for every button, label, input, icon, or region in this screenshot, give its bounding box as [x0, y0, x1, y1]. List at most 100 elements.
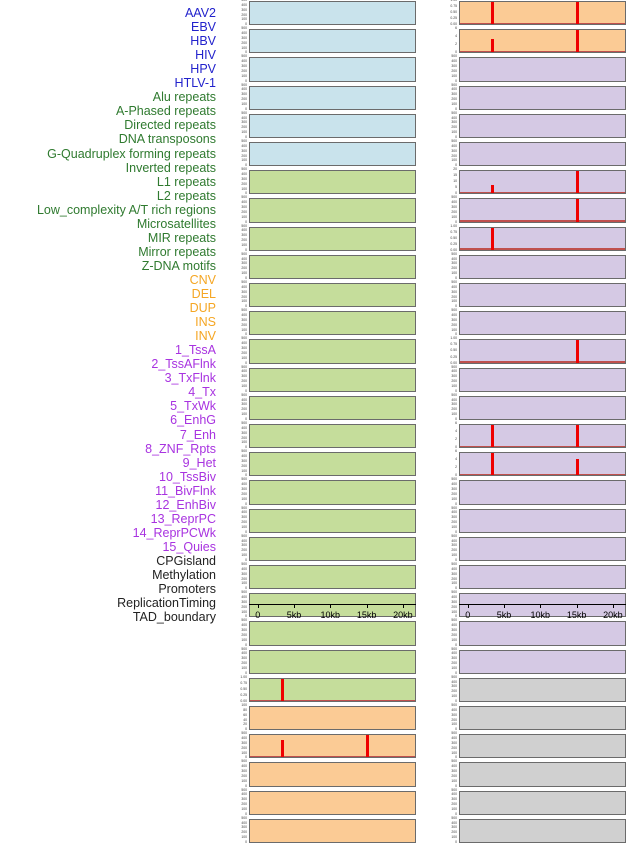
track-peak-bar[interactable] — [280, 678, 284, 701]
track-row[interactable]: 1.00 0.75 0.50 0.25 0.00 — [436, 336, 626, 366]
track-peak-bar[interactable] — [490, 453, 494, 476]
track-row[interactable]: 500 400 300 200 100 0 — [436, 111, 626, 141]
track-row[interactable]: 500 400 300 200 100 0 — [226, 534, 416, 564]
track-plot-box[interactable] — [249, 226, 416, 251]
track-row[interactable]: 500 400 300 200 100 0 — [226, 26, 416, 56]
track-peak-bar[interactable] — [490, 2, 494, 25]
track-row[interactable]: 500 400 300 200 100 0 — [436, 534, 626, 564]
track-plot-box[interactable] — [249, 283, 416, 308]
track-plot-box[interactable] — [459, 142, 626, 167]
track-row[interactable]: 500 400 300 200 100 0 — [226, 308, 416, 338]
track-plot-box[interactable] — [249, 790, 416, 815]
track-plot-box[interactable] — [249, 480, 416, 505]
track-plot-box[interactable] — [249, 452, 416, 477]
track-plot-box[interactable] — [249, 536, 416, 561]
track-row[interactable]: 500 400 300 200 100 0 — [436, 731, 626, 761]
track-row[interactable]: 20 15 10 5 0 — [436, 167, 626, 197]
track-row[interactable]: 500 400 300 200 100 0 — [436, 54, 626, 84]
track-plot-box[interactable] — [459, 790, 626, 815]
track-row[interactable]: 500 400 300 200 100 0 — [226, 167, 416, 197]
track-row[interactable]: 500 400 300 200 100 0 — [226, 252, 416, 282]
track-peak-bar[interactable] — [576, 459, 580, 476]
track-row[interactable]: 500 400 300 200 100 0 — [226, 111, 416, 141]
track-row[interactable]: 500 400 300 200 100 0 — [436, 139, 626, 169]
track-peak-bar[interactable] — [576, 425, 580, 448]
track-row[interactable]: 500 400 300 200 100 0 — [436, 393, 626, 423]
right-track-panel[interactable]: 1.00 0.75 0.50 0.25 0.00 6 4 2 0 500 400 300 200 100 0… — [436, 0, 626, 844]
track-plot-box[interactable] — [249, 254, 416, 279]
track-row[interactable]: 500 400 300 200 100 0 — [436, 562, 626, 592]
track-row[interactable]: 500 400 300 200 100 0 — [226, 506, 416, 536]
track-row[interactable]: 500 400 300 200 100 0 — [226, 759, 416, 789]
track-row[interactable]: 500 400 300 200 100 0 — [436, 83, 626, 113]
track-plot-box[interactable] — [459, 536, 626, 561]
track-plot-box[interactable] — [459, 424, 626, 449]
track-row[interactable]: 1.00 0.75 0.50 0.25 0.00 — [436, 224, 626, 254]
track-plot-box[interactable] — [459, 734, 626, 759]
track-row[interactable]: 500 400 300 200 100 0 — [436, 506, 626, 536]
track-peak-bar[interactable] — [576, 199, 580, 222]
track-peak-bar[interactable] — [490, 184, 494, 194]
track-plot-box[interactable] — [459, 452, 626, 477]
track-row[interactable]: 500 400 300 200 100 0 — [226, 365, 416, 395]
track-plot-box[interactable] — [249, 818, 416, 843]
track-plot-box[interactable] — [459, 254, 626, 279]
track-peak-bar[interactable] — [366, 735, 370, 758]
track-plot-box[interactable] — [459, 818, 626, 843]
track-row[interactable]: 500 400 300 200 100 0 — [226, 788, 416, 818]
track-plot-box[interactable] — [249, 593, 416, 618]
track-row[interactable]: 6 4 2 0 — [436, 26, 626, 56]
track-row[interactable]: 500 400 300 200 100 0 — [226, 0, 416, 28]
track-plot-box[interactable] — [459, 85, 626, 110]
track-row[interactable]: 500 400 300 200 100 0 — [436, 365, 626, 395]
track-row[interactable]: 500 400 300 200 100 0 — [226, 83, 416, 113]
track-row[interactable]: 1.00 0.75 0.50 0.25 0.00 — [436, 0, 626, 28]
track-plot-box[interactable] — [249, 367, 416, 392]
track-plot-box[interactable] — [459, 706, 626, 731]
track-plot-box[interactable] — [249, 508, 416, 533]
track-plot-box[interactable] — [459, 29, 626, 54]
track-peak-bar[interactable] — [490, 227, 494, 250]
track-row[interactable]: 6 4 2 0 — [436, 421, 626, 451]
track-row[interactable]: 500 400 300 200 100 0 — [226, 816, 416, 846]
track-row[interactable]: 500 400 300 200 100 0 — [436, 252, 626, 282]
track-row[interactable]: 500 400 300 200 100 0 — [436, 759, 626, 789]
track-row[interactable]: 500 400 300 200 100 0 — [226, 393, 416, 423]
track-plot-box[interactable] — [459, 198, 626, 223]
track-plot-box[interactable] — [249, 706, 416, 731]
track-row[interactable]: 500 400 300 200 100 0 — [436, 477, 626, 507]
track-peak-bar[interactable] — [576, 30, 580, 53]
track-plot-box[interactable] — [249, 339, 416, 364]
track-plot-box[interactable] — [459, 395, 626, 420]
track-peak-bar[interactable] — [576, 171, 580, 194]
track-plot-box[interactable] — [459, 57, 626, 82]
track-row[interactable]: 1.00 0.75 0.50 0.25 0.00 — [226, 675, 416, 705]
track-plot-box[interactable] — [249, 29, 416, 54]
track-plot-box[interactable] — [459, 226, 626, 251]
track-row[interactable]: 500 400 300 200 100 0 — [226, 449, 416, 479]
track-plot-box[interactable] — [249, 311, 416, 336]
track-row[interactable]: 500 400 300 200 100 0 — [226, 731, 416, 761]
track-row[interactable]: 500 400 300 200 100 0 — [226, 590, 416, 620]
track-row[interactable]: 500 400 300 200 100 0 — [226, 280, 416, 310]
track-plot-box[interactable] — [249, 677, 416, 702]
track-plot-box[interactable] — [249, 198, 416, 223]
track-plot-box[interactable] — [249, 57, 416, 82]
track-plot-box[interactable] — [249, 424, 416, 449]
track-plot-box[interactable] — [249, 762, 416, 787]
track-plot-box[interactable] — [249, 1, 416, 26]
track-row[interactable]: 500 400 300 200 100 0 — [226, 139, 416, 169]
track-plot-box[interactable] — [459, 677, 626, 702]
track-row[interactable]: 500 400 300 200 100 0 — [226, 54, 416, 84]
track-plot-box[interactable] — [249, 649, 416, 674]
track-row[interactable]: 500 400 300 200 100 0 — [226, 336, 416, 366]
track-row[interactable]: 6 4 2 0 — [436, 449, 626, 479]
track-plot-box[interactable] — [459, 113, 626, 138]
track-row[interactable]: 500 400 300 200 100 0 — [226, 477, 416, 507]
track-row[interactable]: 500 400 300 200 100 0 — [226, 195, 416, 225]
track-peak-bar[interactable] — [576, 2, 580, 25]
track-peak-bar[interactable] — [490, 38, 494, 53]
left-track-panel[interactable]: 500 400 300 200 100 0 500 400 300 200 100 0 500 400 30… — [226, 0, 416, 844]
track-row[interactable]: 500 400 300 200 100 0 — [436, 675, 626, 705]
track-row[interactable]: 500 400 300 200 100 0 — [226, 224, 416, 254]
